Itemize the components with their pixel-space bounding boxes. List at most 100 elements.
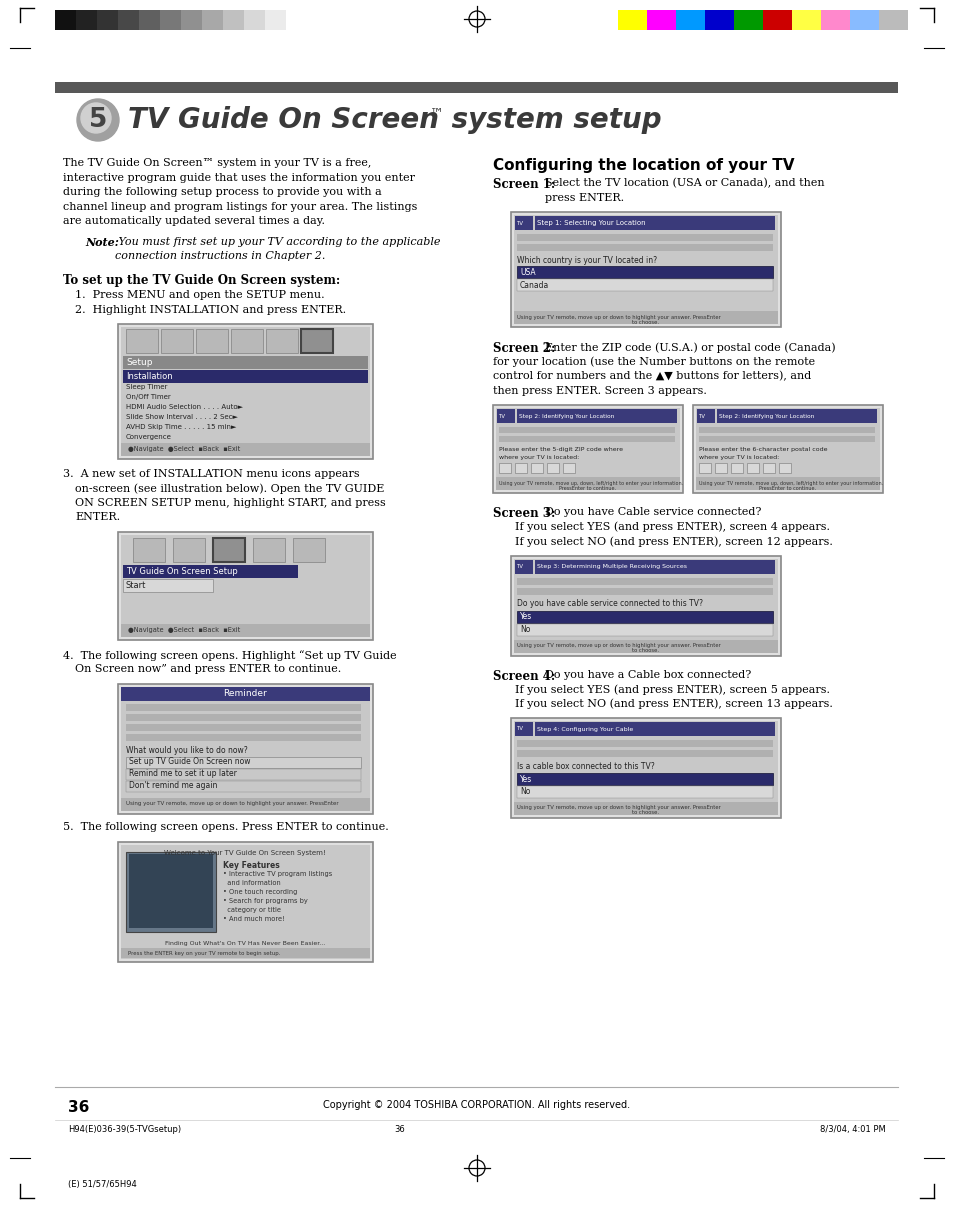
Bar xyxy=(791,10,821,30)
Text: The TV Guide On Screen™ system in your TV is a free,: The TV Guide On Screen™ system in your T… xyxy=(63,158,371,168)
Bar xyxy=(517,773,772,785)
Text: No: No xyxy=(519,788,530,796)
Text: TV: TV xyxy=(516,221,522,226)
Bar xyxy=(97,10,118,30)
Bar xyxy=(498,463,511,473)
Text: (E) 51/57/65H94: (E) 51/57/65H94 xyxy=(68,1179,136,1189)
Bar xyxy=(535,216,774,230)
Text: • And much more!: • And much more! xyxy=(223,917,284,923)
Bar xyxy=(126,724,360,731)
Text: Using your TV remote, move up or down to highlight your answer. PressEnter: Using your TV remote, move up or down to… xyxy=(517,806,720,810)
Bar xyxy=(121,327,370,456)
Text: Using your TV remote, move up, down, left/right to enter your information.: Using your TV remote, move up, down, lef… xyxy=(498,480,682,486)
Bar xyxy=(126,734,360,740)
Text: and information: and information xyxy=(223,880,280,886)
Text: Reminder: Reminder xyxy=(223,690,267,698)
Bar xyxy=(132,538,165,562)
Text: Screen 4:: Screen 4: xyxy=(493,669,555,683)
Bar xyxy=(762,463,774,473)
Text: You must first set up your TV according to the applicable: You must first set up your TV according … xyxy=(115,236,440,246)
Text: ENTER.: ENTER. xyxy=(75,513,120,522)
Bar xyxy=(696,408,879,490)
Text: Please enter the 5-digit ZIP code where: Please enter the 5-digit ZIP code where xyxy=(498,447,622,452)
Text: No: No xyxy=(519,625,530,634)
Bar xyxy=(511,212,781,327)
Bar xyxy=(121,798,370,810)
Bar xyxy=(126,781,360,792)
Text: Which country is your TV located in?: Which country is your TV located in? xyxy=(517,256,657,265)
Text: 36: 36 xyxy=(395,1125,405,1134)
Bar xyxy=(496,478,679,490)
Bar xyxy=(517,244,772,251)
Bar xyxy=(515,463,526,473)
Bar xyxy=(517,234,772,241)
Text: TV Guide On Screen: TV Guide On Screen xyxy=(128,106,438,134)
Bar xyxy=(517,587,772,595)
Bar xyxy=(118,842,373,961)
Bar xyxy=(562,463,575,473)
Text: AVHD Skip Time . . . . . 15 min►: AVHD Skip Time . . . . . 15 min► xyxy=(126,425,236,431)
Bar xyxy=(253,538,285,562)
Bar xyxy=(511,556,781,656)
Text: Yes: Yes xyxy=(519,611,532,621)
Text: TV: TV xyxy=(516,564,522,569)
Text: Yes: Yes xyxy=(519,774,532,784)
Bar xyxy=(676,10,704,30)
Bar xyxy=(161,329,193,353)
Text: If you select YES (and press ENTER), screen 4 appears.: If you select YES (and press ENTER), scr… xyxy=(515,521,829,532)
Text: ON SCREEN SETUP menu, highlight START, and press: ON SCREEN SETUP menu, highlight START, a… xyxy=(75,498,385,508)
Bar xyxy=(515,722,533,736)
Text: ™: ™ xyxy=(430,106,443,121)
Bar xyxy=(779,463,790,473)
Bar xyxy=(498,427,675,433)
Text: Setup: Setup xyxy=(126,357,152,367)
Text: to choose.: to choose. xyxy=(632,648,659,652)
Text: If you select NO (and press ENTER), screen 12 appears.: If you select NO (and press ENTER), scre… xyxy=(515,535,832,546)
Text: 1.  Press MENU and open the SETUP menu.: 1. Press MENU and open the SETUP menu. xyxy=(75,289,324,300)
Bar xyxy=(265,10,286,30)
Text: Do you have Cable service connected?: Do you have Cable service connected? xyxy=(544,507,760,517)
Text: ●Navigate  ●Select  ▪Back  ▪Exit: ●Navigate ●Select ▪Back ▪Exit xyxy=(128,627,240,633)
Text: Step 3: Determining Multiple Receiving Sources: Step 3: Determining Multiple Receiving S… xyxy=(537,564,686,569)
Text: where your TV is located:: where your TV is located: xyxy=(699,455,779,459)
Bar xyxy=(514,558,778,652)
Bar xyxy=(699,463,710,473)
Bar xyxy=(123,564,297,578)
Bar xyxy=(497,409,515,423)
Bar xyxy=(195,329,228,353)
Bar xyxy=(172,538,205,562)
Text: 8/3/04, 4:01 PM: 8/3/04, 4:01 PM xyxy=(820,1125,884,1134)
Bar xyxy=(55,10,76,30)
Bar xyxy=(517,279,772,291)
Bar xyxy=(878,10,907,30)
Bar xyxy=(697,409,714,423)
Bar xyxy=(546,463,558,473)
Bar xyxy=(231,329,263,353)
Bar xyxy=(517,267,772,279)
Text: Key Features: Key Features xyxy=(223,861,279,871)
Text: TV: TV xyxy=(698,414,704,418)
Text: • One touch recording: • One touch recording xyxy=(223,890,297,896)
Bar xyxy=(139,10,160,30)
Bar xyxy=(699,427,874,433)
Bar xyxy=(514,215,778,324)
Bar xyxy=(514,721,778,815)
Bar xyxy=(717,409,876,423)
Bar xyxy=(517,740,772,747)
Text: Step 4: Configuring Your Cable: Step 4: Configuring Your Cable xyxy=(537,726,633,732)
Text: TV Guide On Screen Setup: TV Guide On Screen Setup xyxy=(126,567,237,575)
Bar xyxy=(517,624,772,636)
Bar xyxy=(692,405,882,493)
Text: On/Off Timer: On/Off Timer xyxy=(126,394,171,400)
Circle shape xyxy=(81,103,111,133)
Bar xyxy=(266,329,297,353)
Text: Using your TV remote, move up, down, left/right to enter your information.: Using your TV remote, move up, down, lef… xyxy=(699,480,882,486)
Bar xyxy=(696,478,879,490)
Text: Note:: Note: xyxy=(85,236,119,247)
Bar xyxy=(121,443,370,456)
Text: to choose.: to choose. xyxy=(632,320,659,324)
Bar xyxy=(126,704,360,712)
Bar xyxy=(223,10,244,30)
Bar xyxy=(517,610,772,622)
Bar xyxy=(517,409,677,423)
